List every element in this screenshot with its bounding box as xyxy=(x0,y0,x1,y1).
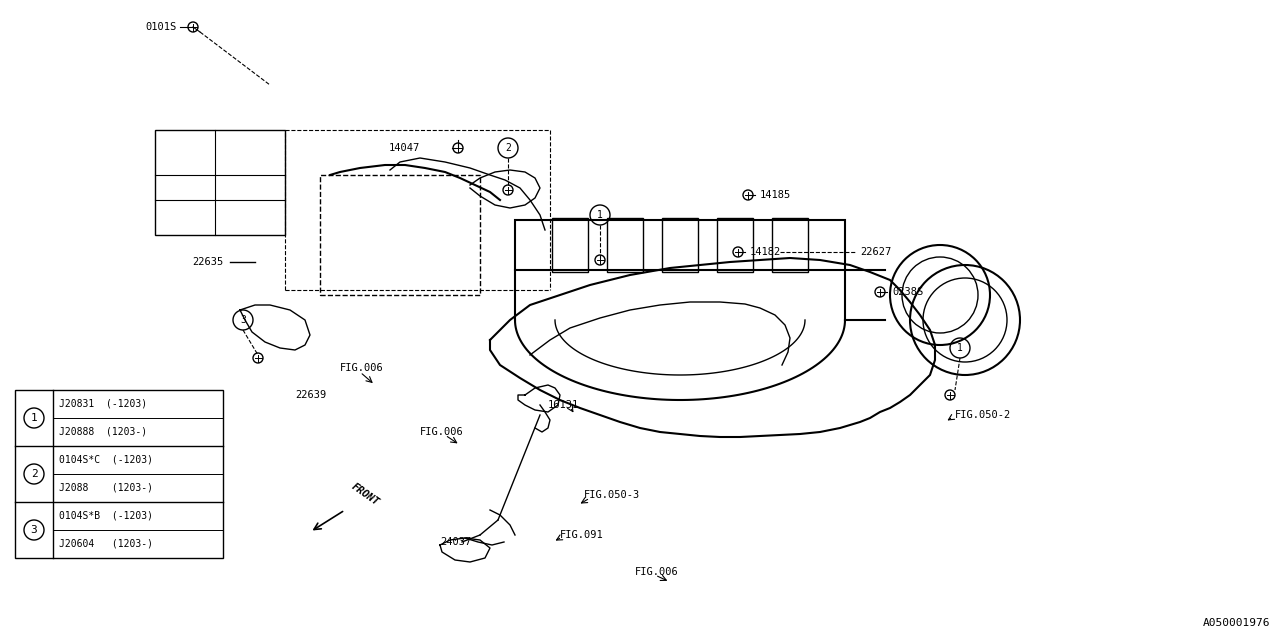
Bar xyxy=(320,175,480,295)
Text: 22635: 22635 xyxy=(192,257,223,267)
Bar xyxy=(717,218,753,272)
Text: 2: 2 xyxy=(31,469,37,479)
Text: 16131: 16131 xyxy=(548,400,580,410)
Text: 3: 3 xyxy=(241,315,246,325)
Text: FIG.006: FIG.006 xyxy=(420,427,463,437)
Text: J20604   (1203-): J20604 (1203-) xyxy=(59,539,154,549)
Text: 1: 1 xyxy=(596,210,603,220)
Text: FIG.006: FIG.006 xyxy=(635,567,678,577)
Text: A050001976: A050001976 xyxy=(1202,618,1270,628)
Bar xyxy=(15,390,223,558)
Bar xyxy=(552,218,588,272)
Text: 2: 2 xyxy=(506,143,511,153)
Text: 3: 3 xyxy=(31,525,37,535)
Bar xyxy=(662,218,698,272)
Text: 0101S: 0101S xyxy=(145,22,177,32)
Text: J20888  (1203-): J20888 (1203-) xyxy=(59,427,147,437)
Text: FIG.091: FIG.091 xyxy=(561,530,604,540)
Text: J20831  (-1203): J20831 (-1203) xyxy=(59,399,147,409)
Text: FIG.050-3: FIG.050-3 xyxy=(584,490,640,500)
Text: FIG.050-2: FIG.050-2 xyxy=(955,410,1011,420)
Text: 22639: 22639 xyxy=(294,390,326,400)
Text: 0104S*C  (-1203): 0104S*C (-1203) xyxy=(59,455,154,465)
Text: 0104S*B  (-1203): 0104S*B (-1203) xyxy=(59,511,154,521)
Text: FRONT: FRONT xyxy=(349,482,381,508)
Text: 22627: 22627 xyxy=(860,247,891,257)
Text: 24037: 24037 xyxy=(440,537,471,547)
Text: J2088    (1203-): J2088 (1203-) xyxy=(59,483,154,493)
Text: 14182: 14182 xyxy=(750,247,781,257)
Text: 1: 1 xyxy=(957,343,963,353)
Bar xyxy=(515,220,845,270)
Text: 14185: 14185 xyxy=(760,190,791,200)
Bar xyxy=(607,218,643,272)
Bar xyxy=(772,218,808,272)
Text: FIG.006: FIG.006 xyxy=(340,363,384,373)
Text: 1: 1 xyxy=(31,413,37,423)
Text: 14047: 14047 xyxy=(389,143,420,153)
Text: 0238S: 0238S xyxy=(892,287,923,297)
